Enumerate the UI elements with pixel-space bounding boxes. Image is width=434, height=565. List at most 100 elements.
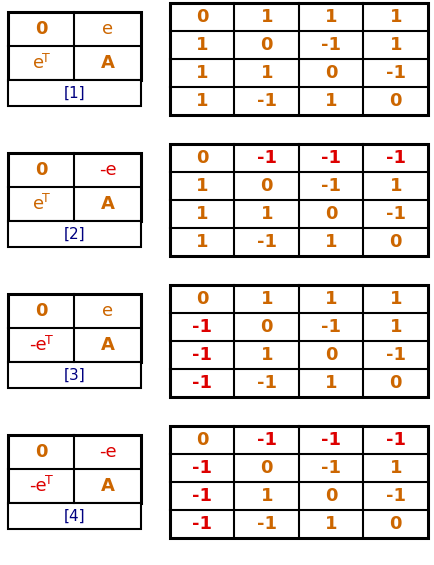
Text: -1: -1: [321, 431, 340, 449]
Bar: [170, 285, 427, 397]
Text: 0: 0: [324, 205, 337, 223]
Text: 0: 0: [260, 318, 273, 336]
Text: -1: -1: [321, 459, 340, 477]
Text: -1: -1: [385, 149, 405, 167]
Text: 1: 1: [260, 64, 273, 82]
Text: 1: 1: [324, 290, 337, 308]
Text: 0: 0: [388, 92, 401, 110]
Text: -1: -1: [256, 431, 276, 449]
Text: -1: -1: [256, 515, 276, 533]
Text: -1: -1: [385, 346, 405, 364]
Text: A: A: [101, 477, 115, 495]
Text: 0: 0: [260, 177, 273, 195]
Text: 0: 0: [260, 36, 273, 54]
Text: 1: 1: [260, 346, 273, 364]
Text: [3]: [3]: [63, 367, 85, 383]
Text: 0: 0: [324, 64, 337, 82]
Text: 0: 0: [35, 20, 47, 38]
Text: 0: 0: [35, 161, 47, 179]
Text: 1: 1: [388, 8, 401, 26]
Text: -1: -1: [256, 233, 276, 251]
Text: -1: -1: [321, 318, 340, 336]
Text: [2]: [2]: [63, 227, 85, 241]
Bar: [8, 294, 141, 362]
Text: 0: 0: [388, 515, 401, 533]
Text: e: e: [33, 195, 44, 213]
Bar: [170, 144, 427, 256]
Bar: [8, 362, 141, 388]
Bar: [8, 12, 141, 80]
Text: 1: 1: [196, 36, 208, 54]
Text: 0: 0: [35, 443, 47, 461]
Text: -1: -1: [256, 374, 276, 392]
Text: -e: -e: [99, 443, 116, 461]
Text: 1: 1: [324, 8, 337, 26]
Text: 1: 1: [260, 487, 273, 505]
Text: e: e: [102, 302, 113, 320]
Text: -1: -1: [192, 318, 212, 336]
Text: 0: 0: [35, 302, 47, 320]
Bar: [8, 503, 141, 529]
Text: -1: -1: [256, 149, 276, 167]
Text: -1: -1: [192, 459, 212, 477]
Text: -1: -1: [256, 92, 276, 110]
Text: T: T: [42, 51, 49, 64]
Text: 1: 1: [324, 92, 337, 110]
Text: 1: 1: [388, 290, 401, 308]
Text: -1: -1: [192, 346, 212, 364]
Text: 1: 1: [260, 205, 273, 223]
Text: 1: 1: [324, 515, 337, 533]
Text: A: A: [101, 336, 115, 354]
Text: -1: -1: [192, 374, 212, 392]
Text: -e: -e: [99, 161, 116, 179]
Text: e: e: [102, 20, 113, 38]
Text: 0: 0: [196, 8, 208, 26]
Text: 1: 1: [196, 233, 208, 251]
Text: T: T: [45, 333, 53, 346]
Bar: [170, 3, 427, 115]
Text: 0: 0: [260, 459, 273, 477]
Text: 1: 1: [196, 177, 208, 195]
Text: -1: -1: [385, 487, 405, 505]
Text: 0: 0: [196, 290, 208, 308]
Text: 1: 1: [196, 92, 208, 110]
Text: 0: 0: [196, 149, 208, 167]
Text: -e: -e: [30, 477, 47, 495]
Text: 0: 0: [324, 487, 337, 505]
Bar: [8, 153, 141, 221]
Text: -1: -1: [192, 515, 212, 533]
Text: T: T: [45, 475, 53, 488]
Text: -1: -1: [385, 431, 405, 449]
Text: -1: -1: [385, 205, 405, 223]
Text: [4]: [4]: [63, 508, 85, 524]
Text: -1: -1: [321, 36, 340, 54]
Text: 1: 1: [388, 36, 401, 54]
Text: T: T: [42, 193, 49, 206]
Text: 0: 0: [388, 374, 401, 392]
Text: 1: 1: [324, 374, 337, 392]
Text: 1: 1: [388, 318, 401, 336]
Text: [1]: [1]: [63, 85, 85, 101]
Text: 0: 0: [388, 233, 401, 251]
Text: 0: 0: [324, 346, 337, 364]
Text: 1: 1: [260, 290, 273, 308]
Text: 0: 0: [196, 431, 208, 449]
Text: 1: 1: [196, 205, 208, 223]
Bar: [8, 221, 141, 247]
Bar: [170, 426, 427, 538]
Text: -1: -1: [385, 64, 405, 82]
Text: A: A: [101, 54, 115, 72]
Text: 1: 1: [388, 177, 401, 195]
Text: 1: 1: [388, 459, 401, 477]
Text: -1: -1: [321, 149, 340, 167]
Text: 1: 1: [260, 8, 273, 26]
Text: A: A: [101, 195, 115, 213]
Text: 1: 1: [196, 64, 208, 82]
Text: -1: -1: [192, 487, 212, 505]
Text: 1: 1: [324, 233, 337, 251]
Bar: [8, 80, 141, 106]
Bar: [8, 435, 141, 503]
Text: e: e: [33, 54, 44, 72]
Text: -e: -e: [30, 336, 47, 354]
Text: -1: -1: [321, 177, 340, 195]
